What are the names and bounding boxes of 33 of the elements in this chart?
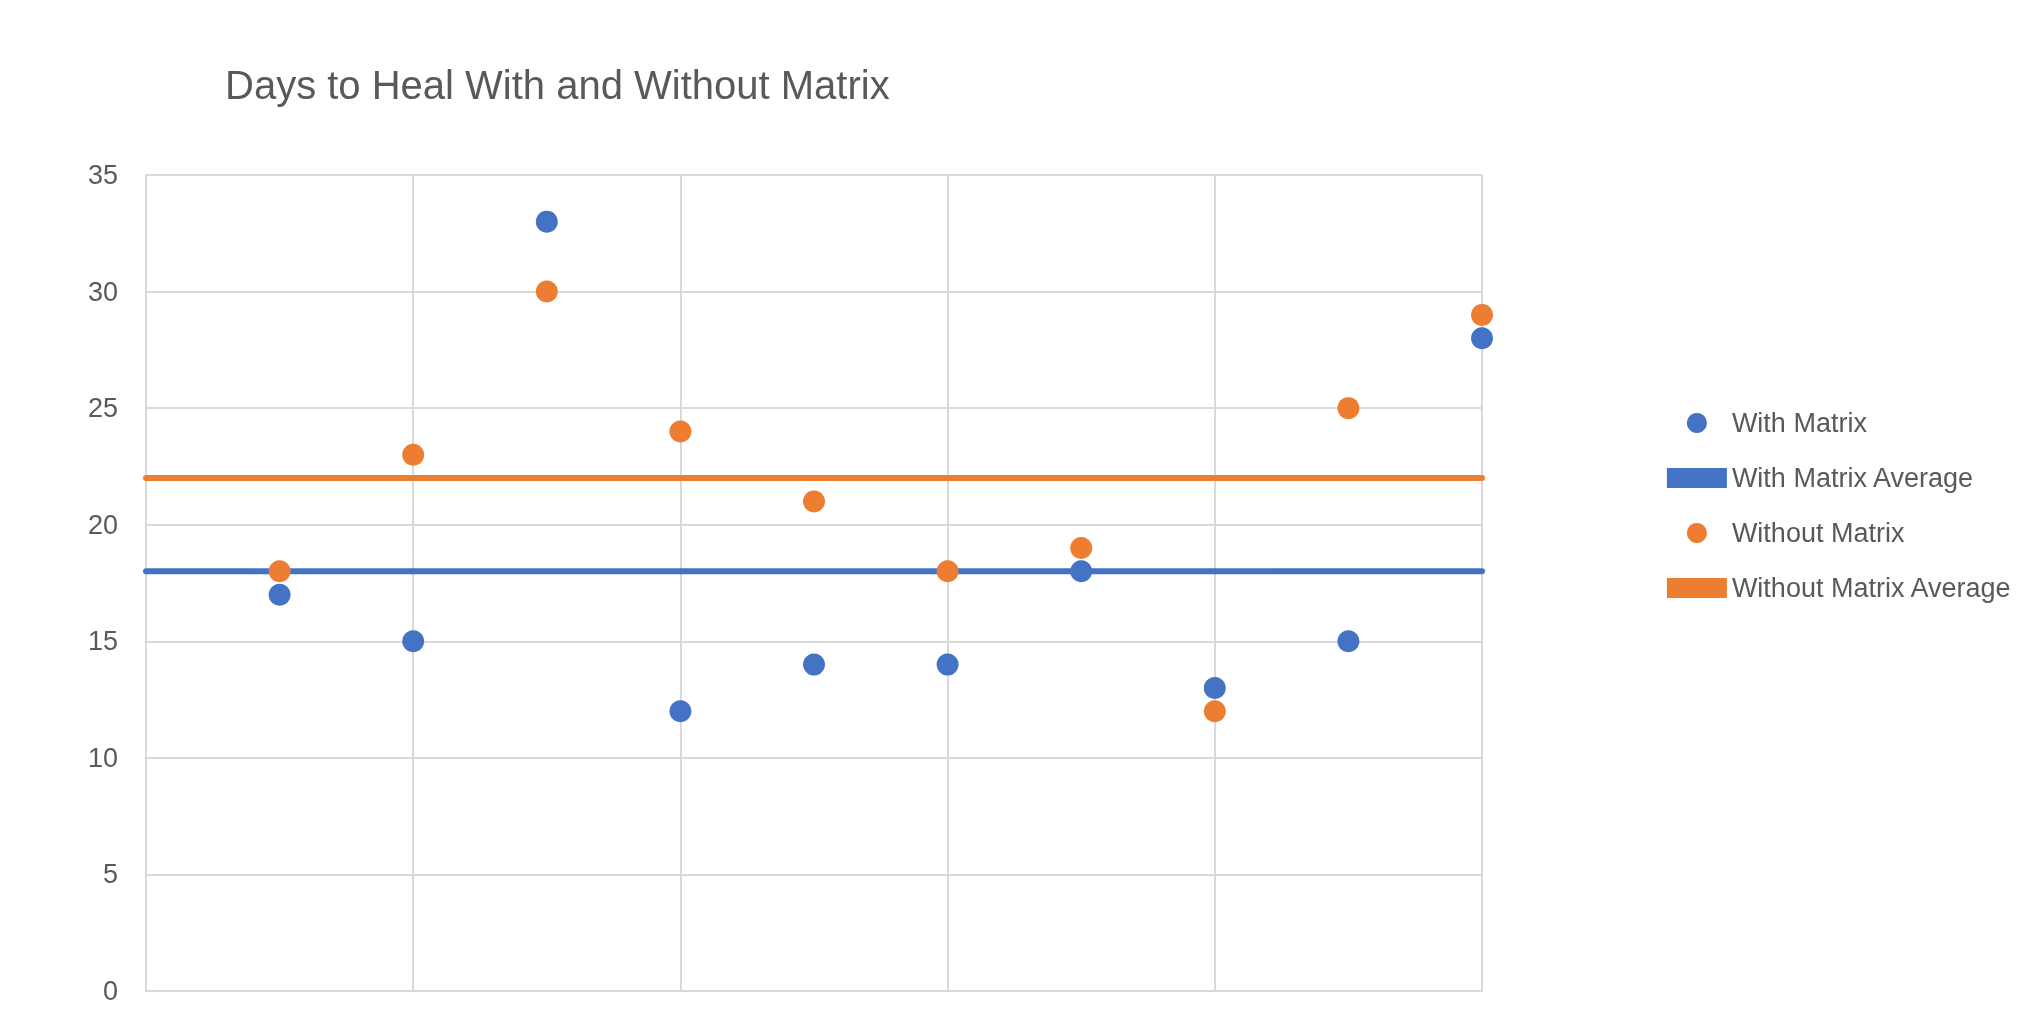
y-tick-label: 15 xyxy=(87,626,118,657)
point xyxy=(669,700,692,723)
point xyxy=(1203,676,1226,699)
point xyxy=(803,653,825,676)
y-tick-label: 20 xyxy=(87,509,118,540)
point xyxy=(268,583,291,606)
point xyxy=(803,490,825,513)
point xyxy=(936,560,959,583)
point xyxy=(1070,537,1093,560)
y-tick-label: 5 xyxy=(102,859,118,890)
legend-label: With Matrix xyxy=(1731,408,1868,438)
y-tick-label: 30 xyxy=(87,276,118,307)
point xyxy=(1471,327,1493,350)
point xyxy=(402,443,425,466)
point xyxy=(936,653,959,676)
point xyxy=(535,280,558,303)
point xyxy=(402,630,425,653)
point xyxy=(535,210,558,233)
y-tick-label: 10 xyxy=(87,742,118,773)
legend-label: Without Matrix xyxy=(1731,518,1905,548)
legend-label: Without Matrix Average xyxy=(1731,573,2011,603)
point xyxy=(268,560,291,583)
point xyxy=(1070,560,1093,583)
point xyxy=(1471,303,1493,326)
chart-title: Days to Heal With and Without Matrix xyxy=(225,63,890,107)
point xyxy=(669,420,692,443)
point xyxy=(1337,630,1360,653)
point xyxy=(1337,397,1360,420)
point xyxy=(1203,700,1226,723)
y-tick-label: 35 xyxy=(87,160,118,190)
y-tick-label: 0 xyxy=(102,976,118,1006)
legend-label: With Matrix Average xyxy=(1731,463,1973,493)
y-tick-label: 25 xyxy=(87,393,118,424)
